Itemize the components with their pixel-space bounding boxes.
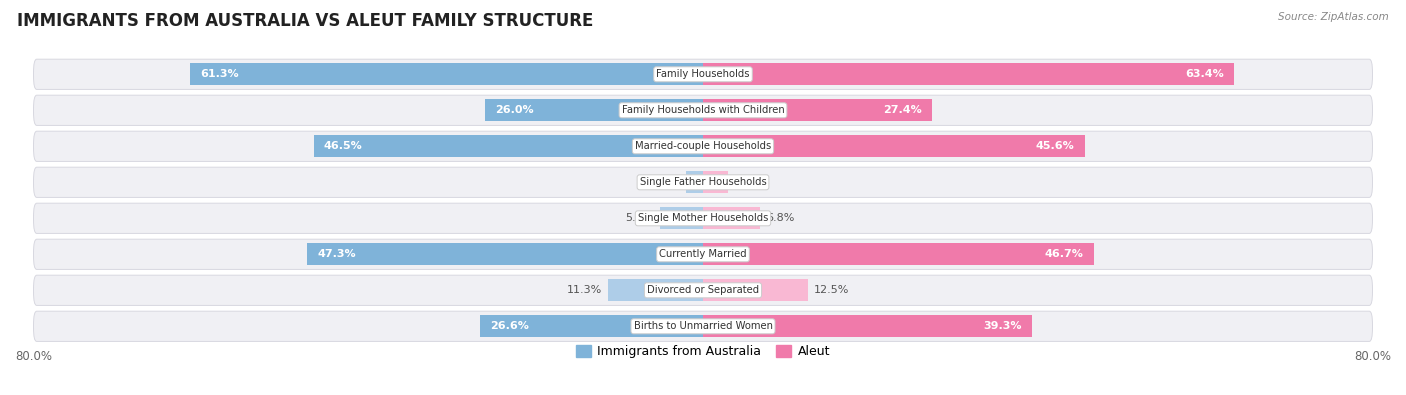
Bar [703,315,1032,337]
Bar [609,279,703,301]
Bar [485,99,703,122]
Bar [686,171,703,194]
Legend: Immigrants from Australia, Aleut: Immigrants from Australia, Aleut [571,340,835,363]
FancyBboxPatch shape [34,59,1372,89]
Text: 63.4%: 63.4% [1185,69,1223,79]
Text: 46.5%: 46.5% [323,141,363,151]
Text: 11.3%: 11.3% [567,285,602,295]
Text: 26.0%: 26.0% [495,105,534,115]
Text: 47.3%: 47.3% [318,249,356,259]
Bar [481,315,703,337]
Bar [703,135,1084,158]
Bar [190,63,703,85]
FancyBboxPatch shape [34,239,1372,269]
Text: Single Father Households: Single Father Households [640,177,766,187]
FancyBboxPatch shape [34,167,1372,198]
Text: 3.0%: 3.0% [735,177,763,187]
Text: 12.5%: 12.5% [814,285,849,295]
Text: Divorced or Separated: Divorced or Separated [647,285,759,295]
Text: 27.4%: 27.4% [883,105,922,115]
Bar [703,207,759,229]
Bar [703,243,1094,265]
Text: 5.1%: 5.1% [626,213,654,223]
Text: 39.3%: 39.3% [983,321,1022,331]
Text: 6.8%: 6.8% [766,213,794,223]
Text: 45.6%: 45.6% [1036,141,1074,151]
Bar [307,243,703,265]
Text: 61.3%: 61.3% [200,69,239,79]
FancyBboxPatch shape [34,95,1372,126]
Text: Single Mother Households: Single Mother Households [638,213,768,223]
Text: Family Households with Children: Family Households with Children [621,105,785,115]
FancyBboxPatch shape [34,203,1372,233]
Bar [703,279,807,301]
Text: 2.0%: 2.0% [651,177,679,187]
Text: Married-couple Households: Married-couple Households [636,141,770,151]
Text: Births to Unmarried Women: Births to Unmarried Women [634,321,772,331]
Bar [314,135,703,158]
FancyBboxPatch shape [34,275,1372,305]
FancyBboxPatch shape [34,311,1372,341]
Text: Source: ZipAtlas.com: Source: ZipAtlas.com [1278,12,1389,22]
Text: 26.6%: 26.6% [491,321,529,331]
FancyBboxPatch shape [34,131,1372,162]
Text: IMMIGRANTS FROM AUSTRALIA VS ALEUT FAMILY STRUCTURE: IMMIGRANTS FROM AUSTRALIA VS ALEUT FAMIL… [17,12,593,30]
Bar [703,99,932,122]
Bar [703,171,728,194]
Text: Family Households: Family Households [657,69,749,79]
Text: Currently Married: Currently Married [659,249,747,259]
Bar [703,63,1233,85]
Bar [661,207,703,229]
Text: 46.7%: 46.7% [1045,249,1084,259]
